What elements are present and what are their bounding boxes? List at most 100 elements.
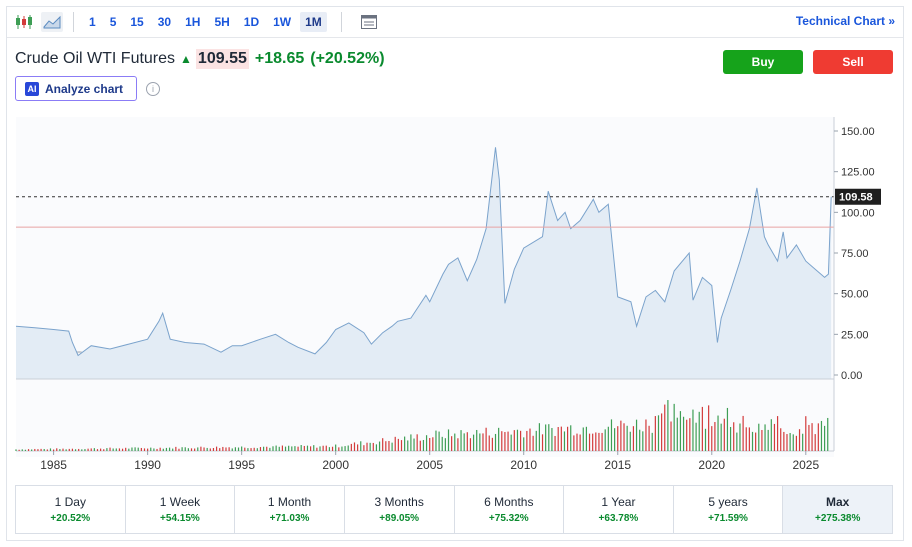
timeframe-1-button[interactable]: 1 xyxy=(89,15,96,29)
area-chart-icon[interactable] xyxy=(41,12,63,32)
volume-bar xyxy=(698,411,700,451)
period-1-year[interactable]: 1 Year +63.78% xyxy=(564,486,674,533)
volume-bar xyxy=(303,445,305,451)
period-1-month[interactable]: 1 Month +71.03% xyxy=(235,486,345,533)
y-tick-label: 25.00 xyxy=(841,329,869,341)
volume-bar xyxy=(350,443,352,451)
instrument-header: Crude Oil WTI Futures ▲ 109.55 +18.65 (+… xyxy=(15,49,385,69)
buy-button[interactable]: Buy xyxy=(723,50,803,74)
timeframe-5-button[interactable]: 5 xyxy=(109,15,117,29)
volume-bar xyxy=(413,438,415,451)
indicators-icon[interactable] xyxy=(358,12,380,32)
volume-bar xyxy=(49,448,52,451)
volume-bar xyxy=(588,433,591,451)
volume-bar xyxy=(485,427,487,451)
volume-bar xyxy=(507,431,509,451)
volume-bar xyxy=(262,446,265,451)
volume-bar xyxy=(516,429,519,451)
up-arrow-icon: ▲ xyxy=(180,52,192,66)
x-tick-label: 1995 xyxy=(228,458,255,472)
volume-bar xyxy=(808,424,810,451)
x-tick-label: 2005 xyxy=(416,458,443,472)
volume-bar xyxy=(592,433,594,451)
volume-bar xyxy=(416,434,418,451)
volume-bar xyxy=(31,449,33,451)
volume-bar xyxy=(241,446,243,451)
period-label: 1 Week xyxy=(159,495,201,509)
volume-bar xyxy=(156,448,158,451)
volume-bar xyxy=(310,446,312,451)
volume-bar xyxy=(773,423,776,451)
toolbar-divider xyxy=(340,12,342,32)
timeframe-1h-button[interactable]: 1H xyxy=(185,15,201,29)
volume-bar xyxy=(71,448,74,451)
performance-periods: 1 Day +20.52% 1 Week +54.15% 1 Month +71.03% 3… xyxy=(15,485,893,534)
y-tick-label: 0.00 xyxy=(841,370,862,382)
volume-bar xyxy=(755,432,757,451)
volume-bar xyxy=(739,423,741,451)
period-change: +63.78% xyxy=(598,513,639,524)
volume-bar xyxy=(479,433,481,451)
volume-bar xyxy=(770,419,772,451)
volume-bar xyxy=(231,448,233,451)
period-3-months[interactable]: 3 Months +89.05% xyxy=(345,486,455,533)
volume-bar xyxy=(93,448,95,451)
timeframe-30-button[interactable]: 30 xyxy=(157,15,172,29)
timeframe-1m-button[interactable]: 1M xyxy=(300,12,327,32)
volume-bar xyxy=(338,447,340,451)
period-6-months[interactable]: 6 Months +75.32% xyxy=(455,486,565,533)
volume-bar xyxy=(40,448,42,451)
volume-bar xyxy=(657,415,660,451)
timeframe-15-button[interactable]: 15 xyxy=(130,15,144,29)
technical-chart-link[interactable]: Technical Chart » xyxy=(795,14,895,28)
volume-bar xyxy=(764,424,766,451)
timeframe-1w-button[interactable]: 1W xyxy=(273,15,292,29)
volume-bar xyxy=(454,433,456,451)
volume-bar xyxy=(422,439,425,451)
period-max[interactable]: Max +275.38% xyxy=(783,486,892,533)
volume-bar xyxy=(661,413,663,451)
volume-bar xyxy=(360,441,362,451)
period-change: +54.15% xyxy=(160,513,200,524)
volume-bar xyxy=(567,426,569,451)
volume-bar xyxy=(557,427,559,451)
timeframe-5h-button[interactable]: 5H xyxy=(214,15,230,29)
info-icon[interactable]: i xyxy=(146,82,160,96)
volume-bar xyxy=(369,442,371,451)
volume-bar xyxy=(745,427,747,451)
volume-bar xyxy=(651,432,653,451)
volume-bar xyxy=(388,440,390,451)
volume-bar xyxy=(269,447,271,451)
period-5-years[interactable]: 5 years +71.59% xyxy=(674,486,784,533)
volume-bar xyxy=(560,426,562,451)
volume-bar xyxy=(68,448,70,451)
volume-bar xyxy=(519,430,522,451)
analyze-chart-button[interactable]: AI Analyze chart xyxy=(15,76,137,101)
volume-bar xyxy=(529,428,531,451)
volume-bar xyxy=(466,432,468,451)
period-1-day[interactable]: 1 Day +20.52% xyxy=(16,486,126,533)
period-1-week[interactable]: 1 Week +54.15% xyxy=(126,486,236,533)
volume-bar xyxy=(313,445,315,451)
volume-bar xyxy=(504,432,506,451)
volume-bar xyxy=(335,444,337,451)
volume-bar xyxy=(523,437,525,451)
candlestick-chart-icon[interactable] xyxy=(13,12,35,32)
volume-bar xyxy=(425,435,428,451)
volume-bar xyxy=(692,409,694,451)
volume-bar xyxy=(259,447,262,451)
volume-bar xyxy=(767,429,769,451)
price-chart[interactable]: Investing.com150.00125.00100.0075.0050.0… xyxy=(7,117,903,477)
volume-bar xyxy=(234,447,236,451)
sell-button[interactable]: Sell xyxy=(813,50,893,74)
volume-bar xyxy=(134,447,136,451)
volume-bar xyxy=(410,434,412,451)
volume-bar xyxy=(563,431,566,451)
volume-bar xyxy=(510,434,512,451)
volume-bar xyxy=(823,425,826,451)
volume-bar xyxy=(109,447,111,451)
volume-bar xyxy=(494,433,497,451)
volume-bar xyxy=(143,448,146,451)
volume-bar xyxy=(676,417,678,451)
timeframe-1d-button[interactable]: 1D xyxy=(243,15,260,29)
